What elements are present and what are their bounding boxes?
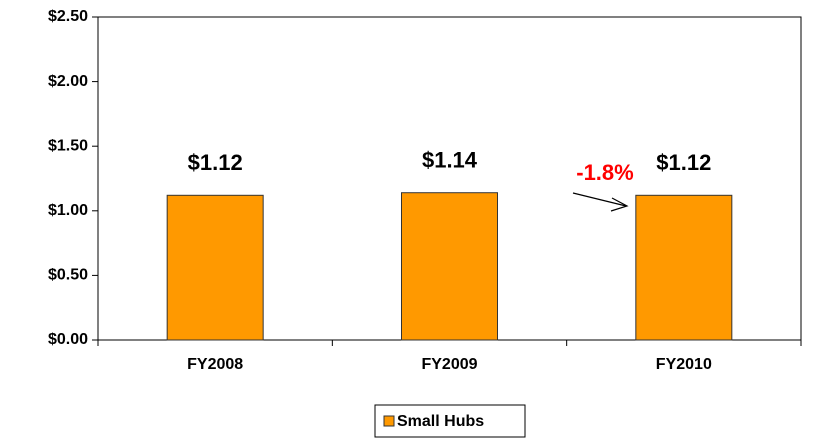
- y-tick-label: $0.00: [48, 331, 88, 348]
- y-tick-label: $1.00: [48, 202, 88, 219]
- bar: [166, 194, 264, 341]
- x-tick-label: FY2009: [421, 356, 477, 373]
- legend-box: [374, 404, 526, 438]
- y-tick-label: $2.50: [48, 8, 88, 25]
- value-label: $1.12: [188, 150, 243, 175]
- y-tick-label: $2.00: [48, 73, 88, 90]
- value-label: $1.14: [422, 148, 478, 173]
- x-tick-label: FY2008: [187, 356, 243, 373]
- annotation: -1.8%: [576, 160, 633, 185]
- y-tick-label: $1.50: [48, 137, 88, 154]
- annotation-arrow: [572, 192, 629, 212]
- bar: [635, 194, 733, 341]
- y-tick-label: $0.50: [48, 267, 88, 284]
- legend-swatch: [383, 415, 395, 427]
- bar: [401, 192, 498, 341]
- value-label: $1.12: [656, 150, 711, 175]
- x-tick-label: FY2010: [656, 356, 712, 373]
- legend-label: Small Hubs: [397, 413, 484, 430]
